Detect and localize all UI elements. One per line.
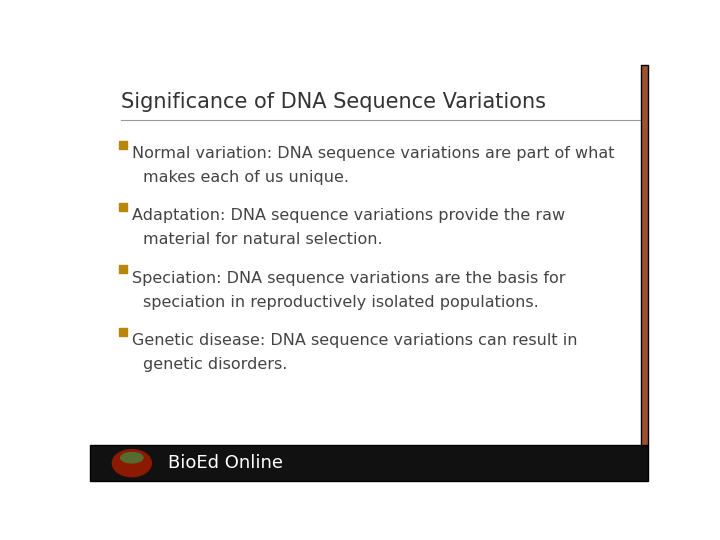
- Text: Genetic disease: DNA sequence variations can result in: Genetic disease: DNA sequence variations…: [132, 333, 577, 348]
- Text: genetic disorders.: genetic disorders.: [143, 357, 287, 372]
- Ellipse shape: [112, 450, 151, 477]
- FancyBboxPatch shape: [90, 446, 648, 481]
- Text: speciation in reproductively isolated populations.: speciation in reproductively isolated po…: [143, 295, 539, 310]
- Text: Speciation: DNA sequence variations are the basis for: Speciation: DNA sequence variations are …: [132, 271, 565, 286]
- FancyBboxPatch shape: [642, 65, 648, 446]
- Text: Normal variation: DNA sequence variations are part of what: Normal variation: DNA sequence variation…: [132, 146, 614, 161]
- Ellipse shape: [121, 453, 143, 463]
- Text: BioEd Online: BioEd Online: [168, 454, 283, 472]
- Text: Adaptation: DNA sequence variations provide the raw: Adaptation: DNA sequence variations prov…: [132, 208, 565, 223]
- Text: material for natural selection.: material for natural selection.: [143, 232, 382, 247]
- Text: Significance of DNA Sequence Variations: Significance of DNA Sequence Variations: [121, 92, 546, 112]
- Text: makes each of us unique.: makes each of us unique.: [143, 170, 349, 185]
